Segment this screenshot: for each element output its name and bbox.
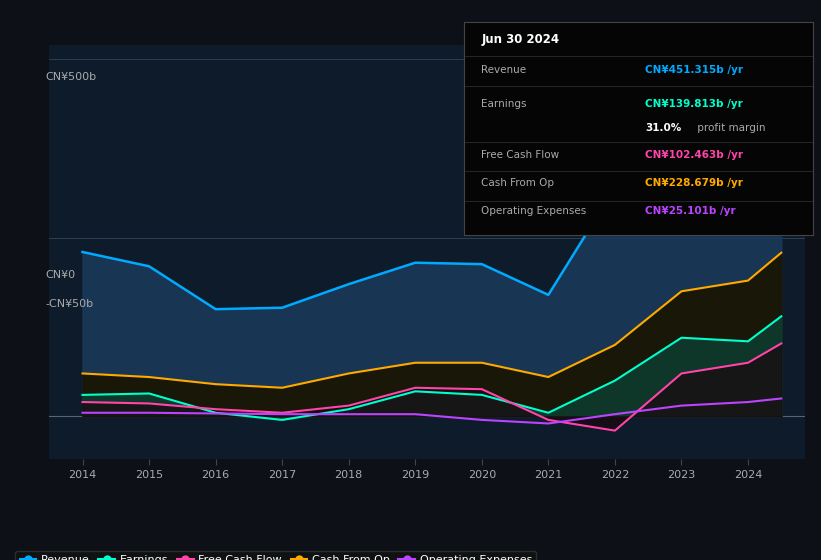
Text: CN¥0: CN¥0	[45, 270, 76, 280]
Text: CN¥228.679b /yr: CN¥228.679b /yr	[645, 178, 743, 188]
Text: Cash From Op: Cash From Op	[481, 178, 554, 188]
Text: CN¥102.463b /yr: CN¥102.463b /yr	[645, 151, 743, 160]
Text: Jun 30 2024: Jun 30 2024	[481, 33, 559, 46]
Text: Earnings: Earnings	[481, 99, 527, 109]
Text: Free Cash Flow: Free Cash Flow	[481, 151, 559, 160]
Text: 31.0%: 31.0%	[645, 123, 681, 133]
Text: profit margin: profit margin	[695, 123, 766, 133]
Text: CN¥25.101b /yr: CN¥25.101b /yr	[645, 206, 736, 216]
Legend: Revenue, Earnings, Free Cash Flow, Cash From Op, Operating Expenses: Revenue, Earnings, Free Cash Flow, Cash …	[16, 550, 536, 560]
Text: CN¥139.813b /yr: CN¥139.813b /yr	[645, 99, 743, 109]
Text: CN¥451.315b /yr: CN¥451.315b /yr	[645, 66, 743, 75]
Text: CN¥500b: CN¥500b	[45, 72, 97, 82]
Text: -CN¥50b: -CN¥50b	[45, 299, 94, 309]
Text: Operating Expenses: Operating Expenses	[481, 206, 586, 216]
Text: Revenue: Revenue	[481, 66, 526, 75]
